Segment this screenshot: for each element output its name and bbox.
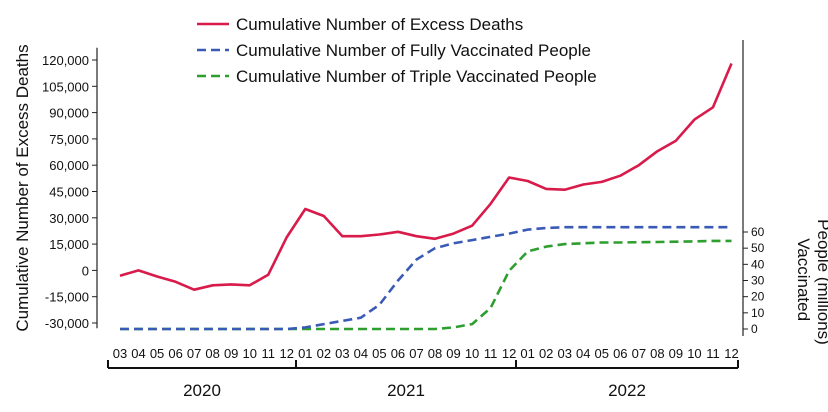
x-tick-label: 08 xyxy=(650,346,664,361)
x-tick-label: 02 xyxy=(317,346,331,361)
year-label: 2021 xyxy=(387,381,425,400)
x-tick-label: 04 xyxy=(576,346,590,361)
y-tick-label-right: 30 xyxy=(751,274,765,288)
x-tick-label: 07 xyxy=(409,346,423,361)
x-tick-label: 09 xyxy=(669,346,683,361)
y-tick-label-left: 75,000 xyxy=(49,132,89,147)
x-tick-label: 05 xyxy=(150,346,164,361)
series-lines xyxy=(119,62,733,331)
legend-label: Cumulative Number of Excess Deaths xyxy=(236,15,523,34)
x-tick-label: 10 xyxy=(242,346,256,361)
x-tick-label: 12 xyxy=(724,346,738,361)
y-tick-label-right: 10 xyxy=(751,306,765,320)
legend-label: Cumulative Number of Triple Vaccinated P… xyxy=(236,67,597,86)
y-tick-label-left: 60,000 xyxy=(49,158,89,173)
x-axis: 03 04 05 06 07 08 09 10 11 12 01 02 03 04 05 06 07 08 09 10… xyxy=(107,346,739,400)
y-tick-label-right: 0 xyxy=(751,322,758,336)
x-tick-label: 01 xyxy=(298,346,312,361)
series-line xyxy=(120,225,732,331)
x-tick-label: 11 xyxy=(484,346,498,361)
x-tick-label: 12 xyxy=(280,346,294,361)
x-tick-label: 09 xyxy=(446,346,460,361)
x-tick-label: 07 xyxy=(187,346,201,361)
y-tick-label-right: 40 xyxy=(751,257,765,271)
x-tick-label: 11 xyxy=(706,346,720,361)
year-label: 2022 xyxy=(608,381,646,400)
series-line xyxy=(119,62,733,291)
x-tick-label: 06 xyxy=(391,346,405,361)
y-tick-label-right: 60 xyxy=(751,225,765,239)
y-tick-label-left: 105,000 xyxy=(42,79,89,94)
x-tick-label: 10 xyxy=(687,346,701,361)
year-label: 2020 xyxy=(183,381,221,400)
y-tick-label-left: 15,000 xyxy=(49,237,89,252)
y-tick-label-left: 90,000 xyxy=(49,106,89,121)
x-tick-label: 05 xyxy=(595,346,609,361)
y-tick-label-right: 50 xyxy=(751,241,765,255)
y-axis-label-right-line1: Vaccinated xyxy=(794,238,813,321)
y-tick-label-left: 120,000 xyxy=(42,53,89,68)
x-tick-label: 06 xyxy=(168,346,182,361)
x-tick-label: 06 xyxy=(613,346,627,361)
y-tick-label-left: -30,000 xyxy=(45,316,89,331)
x-tick-label: 03 xyxy=(335,346,349,361)
x-tick-label: 12 xyxy=(502,346,516,361)
y-axis-label-right-line2: People (millions) xyxy=(814,219,828,345)
y-tick-label-left: 45,000 xyxy=(49,185,89,200)
y-axis-label-left: Cumulative Number of Excess Deaths xyxy=(13,44,32,331)
x-tick-label: 01 xyxy=(520,346,534,361)
x-tick-label: 03 xyxy=(557,346,571,361)
x-tick-label: 08 xyxy=(205,346,219,361)
y-tick-label-left: -15,000 xyxy=(45,290,89,305)
axes: 120,000 105,000 90,000 75,000 60,000 45,000 30… xyxy=(42,40,765,336)
legend-label: Cumulative Number of Fully Vaccinated Pe… xyxy=(236,41,591,60)
x-tick-label: 07 xyxy=(632,346,646,361)
x-tick-label: 03 xyxy=(113,346,127,361)
y-axis-label-right: Vaccinated People (millions) xyxy=(794,219,828,345)
x-tick-label: 09 xyxy=(224,346,238,361)
x-tick-label: 08 xyxy=(428,346,442,361)
y-tick-label-left: 30,000 xyxy=(49,211,89,226)
x-tick-label: 10 xyxy=(465,346,479,361)
x-tick-label: 02 xyxy=(539,346,553,361)
y-tick-label-left: 0 xyxy=(82,263,89,278)
x-tick-label: 04 xyxy=(131,346,145,361)
y-tick-label-right: 20 xyxy=(751,290,765,304)
x-tick-label: 04 xyxy=(354,346,368,361)
legend: Cumulative Number of Excess Deaths Cumula… xyxy=(197,15,597,86)
x-tick-label: 05 xyxy=(372,346,386,361)
x-tick-label: 11 xyxy=(261,346,275,361)
